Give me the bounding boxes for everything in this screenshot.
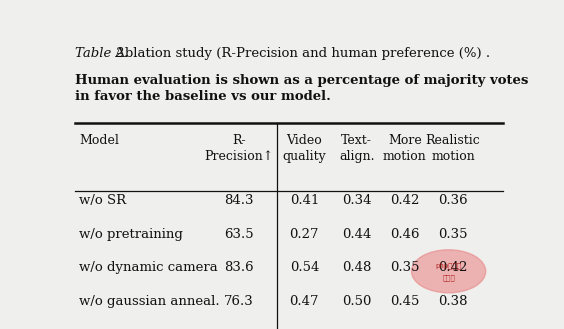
Text: 0.48: 0.48	[342, 262, 372, 274]
Text: 0.35: 0.35	[438, 228, 468, 241]
Text: 63.5: 63.5	[224, 228, 254, 241]
Text: 0.46: 0.46	[390, 228, 420, 241]
Text: Text-
align.: Text- align.	[339, 135, 374, 163]
Text: 0.35: 0.35	[390, 262, 420, 274]
Text: 84.3: 84.3	[224, 194, 254, 207]
Text: w/o pretraining: w/o pretraining	[79, 228, 183, 241]
Text: php中文网: php中文网	[435, 263, 461, 269]
Text: 0.50: 0.50	[342, 295, 372, 308]
Text: 83.6: 83.6	[224, 262, 254, 274]
Text: 0.42: 0.42	[438, 262, 468, 274]
Text: More
motion: More motion	[383, 135, 427, 163]
Text: 0.27: 0.27	[289, 228, 319, 241]
Text: 76.3: 76.3	[224, 295, 254, 308]
Text: 0.34: 0.34	[342, 194, 372, 207]
Text: Ablation study (R-Precision and human preference (%) .: Ablation study (R-Precision and human pr…	[111, 47, 490, 60]
Text: 0.54: 0.54	[290, 262, 319, 274]
Text: w/o dynamic camera: w/o dynamic camera	[79, 262, 218, 274]
Text: 新智光: 新智光	[442, 274, 455, 281]
Text: 0.38: 0.38	[438, 295, 468, 308]
Text: Realistic
motion: Realistic motion	[426, 135, 481, 163]
Text: 0.47: 0.47	[289, 295, 319, 308]
Text: Human evaluation is shown as a percentage of majority votes
in favor the baselin: Human evaluation is shown as a percentag…	[75, 74, 528, 103]
Text: R-
Precision↑: R- Precision↑	[204, 135, 274, 163]
Text: 0.44: 0.44	[342, 228, 372, 241]
Circle shape	[411, 250, 486, 293]
Text: 0.41: 0.41	[290, 194, 319, 207]
Text: 0.42: 0.42	[390, 194, 420, 207]
Text: Model: Model	[79, 135, 119, 147]
Text: 0.36: 0.36	[438, 194, 468, 207]
Text: Table 2.: Table 2.	[75, 47, 128, 60]
Text: 0.45: 0.45	[390, 295, 420, 308]
Text: Video
quality: Video quality	[283, 135, 326, 163]
Text: w/o SR: w/o SR	[79, 194, 126, 207]
Text: w/o gaussian anneal.: w/o gaussian anneal.	[79, 295, 220, 308]
